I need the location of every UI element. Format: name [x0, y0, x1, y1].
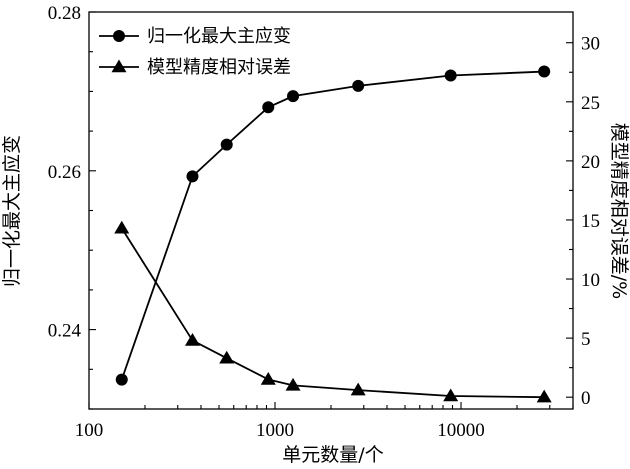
- strain-data-point: [115, 373, 128, 386]
- legend-circle-marker: [113, 30, 125, 42]
- y-axis-right-title: 模型精度相对误差/%: [608, 123, 630, 299]
- x-tick-label: 10000: [437, 420, 485, 441]
- error-data-point: [260, 371, 276, 385]
- error-data-point: [443, 388, 459, 402]
- y-axis-left-title: 归一化最大主应变: [1, 135, 23, 287]
- y-right-tick-label: 0: [581, 388, 591, 409]
- y-left-tick-label: 0.28: [48, 3, 81, 24]
- legend-label: 归一化最大主应变: [147, 26, 291, 47]
- axes: 100 1000 10000 0.24 0.26 0.28 0 5 10 15 20 25 30: [48, 3, 600, 441]
- error-data-point: [114, 220, 130, 234]
- strain-series-line: [120, 70, 545, 380]
- y-right-tick-label: 25: [581, 93, 600, 114]
- y-right-tick-label: 5: [581, 329, 591, 350]
- error-data-point: [184, 332, 200, 346]
- strain-data-point: [352, 79, 365, 92]
- y-right-tick-label: 20: [581, 152, 600, 173]
- y-right-tick-label: 15: [581, 211, 600, 232]
- error-series-line: [120, 227, 545, 399]
- y-left-tick-label: 0.26: [48, 162, 81, 183]
- series-group: [114, 65, 552, 403]
- y-right-tick-label: 10: [581, 270, 600, 291]
- y-right-tick-label: 30: [581, 34, 600, 55]
- x-tick-label: 1000: [256, 420, 294, 441]
- y-left-tick-label: 0.24: [48, 321, 82, 342]
- strain-data-point: [220, 138, 233, 151]
- error-data-point: [285, 377, 301, 391]
- strain-data-point: [287, 90, 300, 103]
- strain-data-point: [186, 170, 199, 183]
- x-tick-label: 100: [75, 420, 104, 441]
- x-axis-title: 单元数量/个: [282, 444, 383, 466]
- error-data-point: [536, 389, 552, 403]
- legend-triangle-marker: [111, 59, 127, 73]
- error-data-point: [350, 382, 366, 396]
- strain-data-point: [538, 65, 551, 78]
- error-data-point: [219, 350, 235, 364]
- strain-data-point: [262, 101, 275, 114]
- strain-data-point: [444, 69, 457, 82]
- legend-label: 模型精度相对误差: [147, 57, 291, 78]
